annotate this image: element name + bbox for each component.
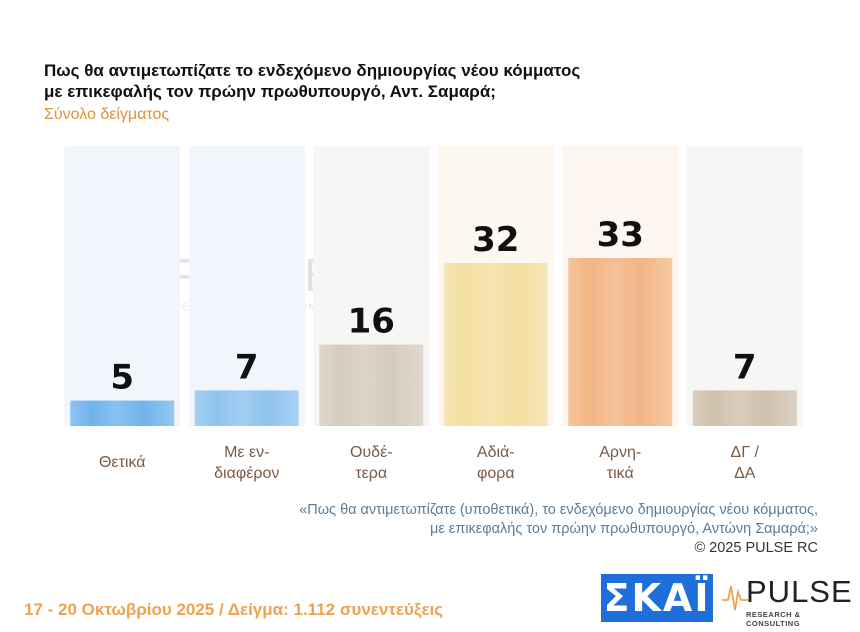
- category-label: τερα: [355, 465, 387, 482]
- category-label: Ουδέ-: [350, 444, 393, 461]
- data-label: 16: [348, 302, 395, 342]
- bar: [692, 390, 797, 426]
- pulse-wave-icon: [722, 585, 748, 611]
- skai-logo: ΣΚΑΪ: [601, 574, 713, 622]
- question-note: «Πως θα αντιμετωπίζατε (υποθετικά), το ε…: [299, 501, 818, 558]
- category-label: ΔΑ: [734, 465, 756, 482]
- title-line-2: με επικεφαλής τον πρώην πρωθυπουργό, Αντ…: [44, 82, 496, 101]
- chart-subtitle: Σύνολο δείγματος: [44, 106, 170, 123]
- category-label: Αδιά-: [477, 444, 515, 461]
- category-label: διαφέρον: [214, 465, 279, 482]
- pulse-logo-word: PULSE: [746, 574, 853, 609]
- data-label: 5: [110, 358, 134, 398]
- column-background: [686, 146, 803, 426]
- copyright: © 2025 PULSE RC: [694, 540, 818, 556]
- data-label: 32: [472, 220, 519, 260]
- bar: [568, 258, 673, 426]
- category-label: φορα: [477, 465, 515, 482]
- note-line-1: «Πως θα αντιμετωπίζατε (υποθετικά), το ε…: [299, 502, 818, 518]
- category-label: ΔΓ /: [731, 444, 760, 461]
- bar: [194, 390, 299, 426]
- bar: [70, 400, 175, 426]
- bar: [319, 344, 424, 426]
- category-label: Αρνη-: [599, 444, 641, 461]
- chart-title: Πως θα αντιμετωπίζατε το ενδεχόμενο δημι…: [44, 60, 644, 102]
- bar: [443, 263, 548, 426]
- data-label: 33: [597, 215, 644, 255]
- pulse-logo-sub: RESEARCH & CONSULTING: [746, 610, 801, 628]
- category-label: Με εν-: [224, 444, 269, 461]
- title-line-1: Πως θα αντιμετωπίζατε το ενδεχόμενο δημι…: [44, 61, 581, 80]
- pulse-logo: PULSE RESEARCH & CONSULTING: [722, 574, 853, 628]
- category-label: Θετικά: [99, 454, 146, 471]
- column-background: [188, 146, 305, 426]
- data-label: 7: [733, 347, 757, 387]
- data-label: 7: [235, 347, 259, 387]
- survey-footer: 17 - 20 Οκτωβρίου 2025 / Δείγμα: 1.112 σ…: [24, 600, 444, 619]
- note-line-2: με επικεφαλής τον πρώην πρωθυπουργό, Αντ…: [430, 521, 818, 537]
- category-label: τικά: [607, 465, 634, 482]
- column-background: [64, 146, 181, 426]
- bar-chart: 5 Θετικά 7 Με εν-διαφέρον 16 Ουδέ-τερα 32 Αδιά-…: [64, 146, 803, 482]
